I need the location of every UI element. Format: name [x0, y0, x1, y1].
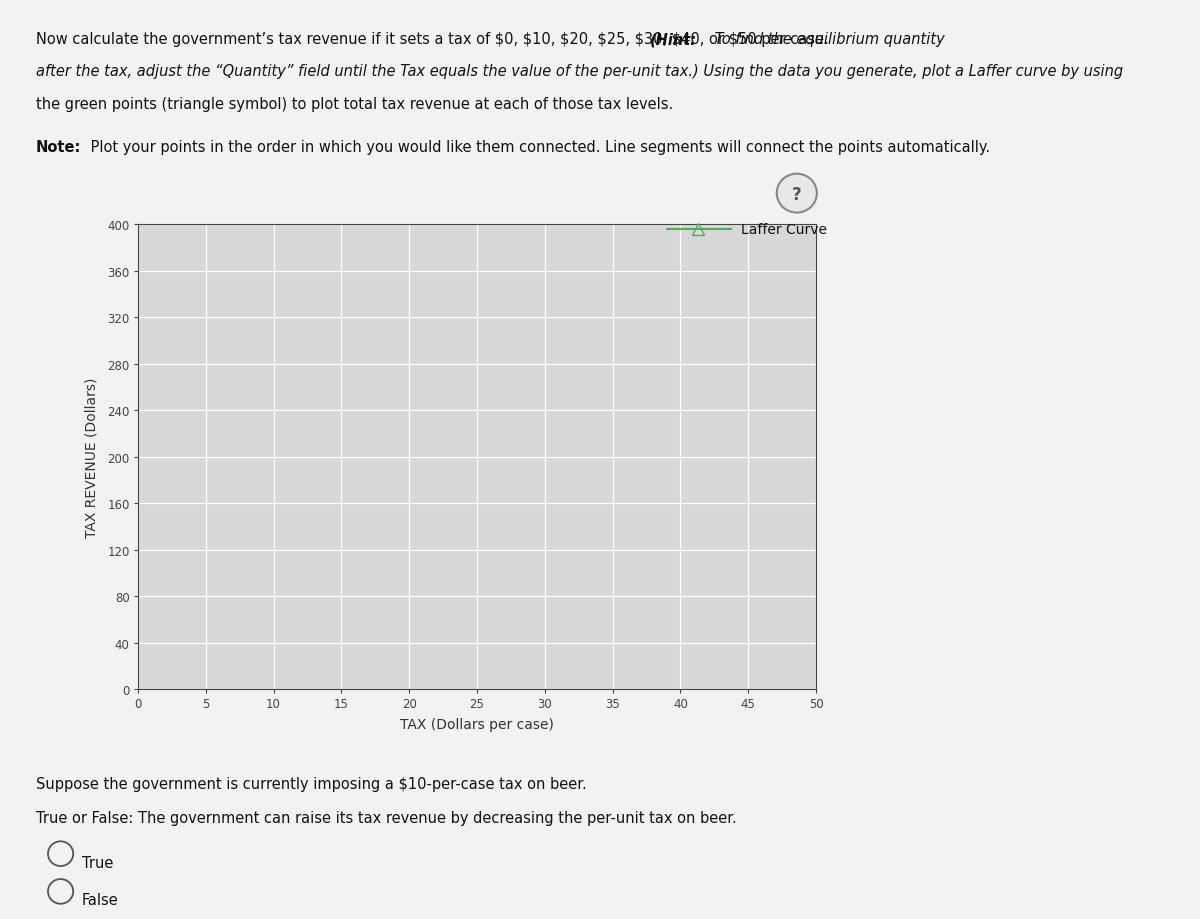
Y-axis label: TAX REVENUE (Dollars): TAX REVENUE (Dollars) [85, 377, 98, 538]
Text: Laffer Curve: Laffer Curve [740, 222, 827, 237]
Text: True or False: The government can raise its tax revenue by decreasing the per-un: True or False: The government can raise … [36, 811, 737, 825]
Text: after the tax, adjust the “Quantity” field until the Tax equals the value of the: after the tax, adjust the “Quantity” fie… [36, 64, 1123, 79]
Circle shape [776, 175, 817, 213]
Text: Now calculate the government’s tax revenue if it sets a tax of $0, $10, $20, $25: Now calculate the government’s tax reven… [36, 32, 833, 47]
Text: (Hint:: (Hint: [650, 32, 697, 47]
Text: True: True [82, 855, 113, 869]
Text: the green points (triangle symbol) to plot total tax revenue at each of those ta: the green points (triangle symbol) to pl… [36, 96, 673, 111]
Text: False: False [82, 892, 119, 907]
X-axis label: TAX (Dollars per case): TAX (Dollars per case) [400, 718, 554, 732]
Text: Note:: Note: [36, 140, 82, 154]
Text: To find the equilibrium quantity: To find the equilibrium quantity [710, 32, 946, 47]
Text: ?: ? [792, 186, 802, 204]
Text: Plot your points in the order in which you would like them connected. Line segme: Plot your points in the order in which y… [86, 140, 990, 154]
Text: Suppose the government is currently imposing a $10-per-case tax on beer.: Suppose the government is currently impo… [36, 777, 587, 791]
